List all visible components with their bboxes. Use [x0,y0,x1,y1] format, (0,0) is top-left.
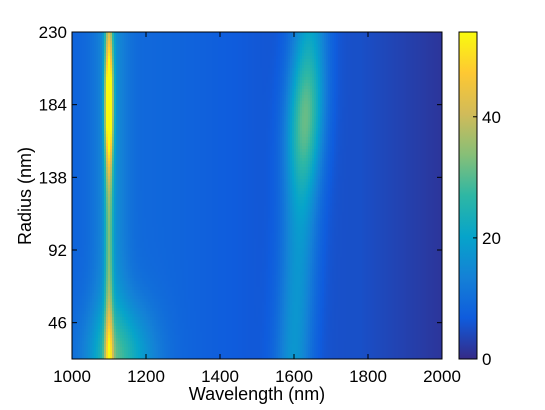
y-tick-label: 138 [39,168,67,187]
x-tick-label: 1400 [201,367,239,386]
x-axis-title: Wavelength (nm) [189,384,325,404]
x-tick-label: 2000 [423,367,461,386]
y-tick-label: 92 [48,241,67,260]
plot-frame [71,31,443,360]
colorbar-tick-label: 20 [482,229,501,248]
y-axis: 46 92 138 184 230 [39,23,442,333]
y-tick-label: 46 [48,314,67,333]
x-tick-label: 1000 [53,367,91,386]
colorbar-axis: 0 20 40 [473,108,501,369]
x-tick-label: 1200 [127,367,165,386]
y-tick-label: 184 [39,96,67,115]
x-tick-label: 1800 [349,367,387,386]
colorbar-frame [458,31,478,360]
heatmap-cells [72,32,442,359]
colorbar-tick-label: 40 [482,108,501,127]
x-tick-label: 1600 [275,367,313,386]
y-tick-label: 230 [39,23,67,42]
y-axis-title: Radius (nm) [15,147,35,245]
x-axis: 1000 1200 1400 1600 1800 2000 [53,32,461,386]
colorbar-tick-label: 0 [482,350,491,369]
colorbar [459,32,477,359]
